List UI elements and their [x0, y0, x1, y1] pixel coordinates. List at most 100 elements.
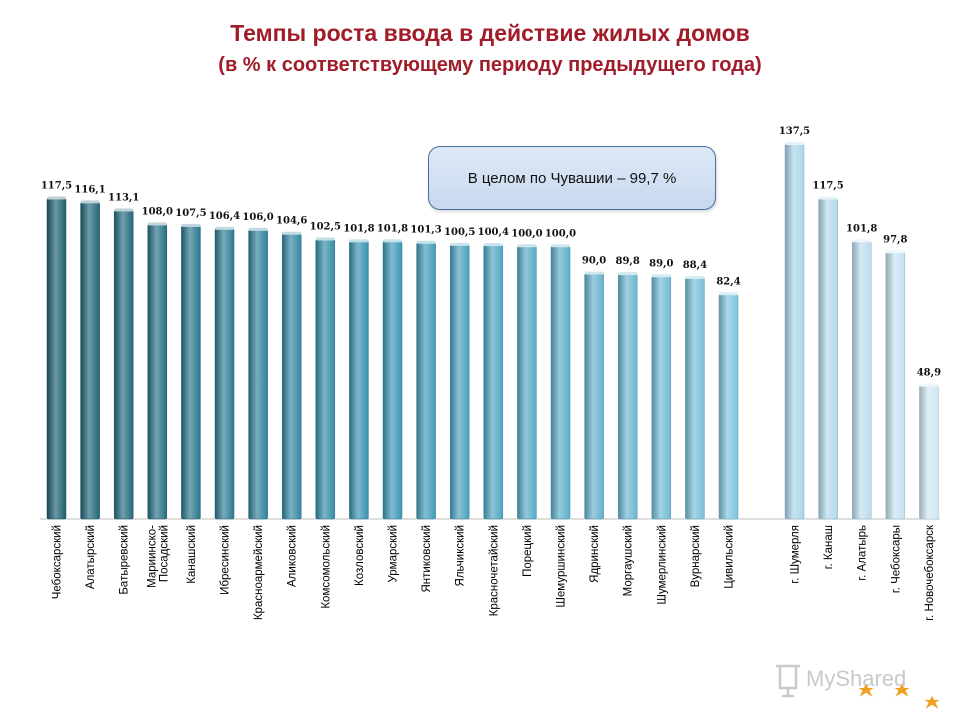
- category-label-line: г. Чебоксары: [890, 525, 902, 593]
- district-bar-12: [449, 244, 470, 520]
- category-label: Шемуршинский: [556, 525, 568, 608]
- district-bar-18: [651, 276, 672, 520]
- category-label: г. Канаш: [823, 525, 835, 569]
- district-bar-7: [281, 233, 302, 520]
- watermark-logo: MyShared: [776, 664, 940, 709]
- category-label-line: Шемуршинский: [556, 525, 568, 608]
- district-bar-8: [315, 239, 336, 520]
- category-label-line: Комсомольский: [320, 525, 332, 609]
- district-bar-16: [584, 273, 604, 520]
- bars: [46, 142, 939, 520]
- value-label: 104,6: [276, 216, 307, 227]
- category-label: Комсомольский: [320, 525, 332, 609]
- value-label: 90,0: [582, 256, 606, 267]
- bar-top-highlight: [80, 200, 100, 204]
- bar-top-highlight: [618, 272, 638, 276]
- value-label: 101,3: [410, 225, 441, 236]
- district-bar-13: [483, 244, 504, 520]
- bar-top-highlight: [818, 196, 838, 200]
- category-label-line: Цивильский: [724, 525, 736, 589]
- bar-top-highlight: [584, 271, 604, 275]
- category-label-line: Красночетайский: [488, 525, 500, 616]
- category-label-line: Порецкий: [522, 525, 534, 577]
- value-label: 48,9: [917, 368, 941, 379]
- category-label: Мариинско-Посадский: [146, 525, 170, 588]
- bar-top-highlight: [885, 250, 905, 254]
- category-label-line: Чебоксарский: [52, 525, 64, 599]
- value-label: 106,0: [242, 212, 273, 223]
- category-label-line: г. Алатырь: [857, 525, 869, 581]
- logo-text: MyShared: [806, 666, 906, 691]
- total-callout-text: В целом по Чувашии – 99,7 %: [467, 169, 677, 187]
- district-bar-19: [685, 277, 705, 520]
- value-label: 113,1: [108, 193, 139, 204]
- district-bar-11: [416, 242, 436, 520]
- city-bar-2: [851, 241, 872, 520]
- value-label: 88,4: [683, 260, 707, 271]
- category-label-line: Ибресинский: [220, 525, 232, 595]
- district-bar-9: [349, 241, 369, 520]
- category-label-line: г. Новочебоксарск: [924, 524, 936, 621]
- value-label: 101,8: [377, 223, 408, 234]
- category-label: Батыревский: [119, 525, 131, 595]
- category-label-line: Вурнарский: [690, 525, 702, 587]
- category-label-line: Посадский: [158, 525, 170, 582]
- district-bar-3: [147, 224, 168, 520]
- chart-subtitle: (в % к соответствующему периоду предыдущ…: [218, 54, 762, 76]
- bar-top-highlight: [685, 275, 705, 279]
- value-label: 100,5: [444, 227, 475, 238]
- category-label-line: Мариинско-: [146, 525, 158, 588]
- bar-top-highlight: [181, 223, 201, 227]
- bar-top-highlight: [114, 208, 134, 212]
- category-labels: Чебоксарский Алатырский Батыревский Мариинс…: [52, 524, 936, 621]
- category-label: Козловский: [354, 525, 366, 586]
- bar-top-highlight: [450, 242, 470, 246]
- category-label-line: Красноармейский: [253, 525, 265, 620]
- category-label: Вурнарский: [690, 525, 702, 587]
- category-label-line: г. Шумерля: [790, 525, 802, 584]
- city-bar-0: [784, 143, 805, 520]
- district-bar-17: [617, 273, 638, 520]
- value-label: 100,0: [511, 228, 542, 239]
- value-label: 101,8: [343, 223, 374, 234]
- value-label: 108,0: [142, 206, 173, 217]
- district-bar-4: [181, 225, 201, 520]
- category-label: г. Шумерля: [790, 525, 802, 584]
- value-label: 137,5: [779, 126, 810, 137]
- district-bar-0: [46, 198, 67, 520]
- category-label-line: Батыревский: [119, 525, 131, 595]
- category-label: Моргаушский: [623, 525, 635, 596]
- decorative-stars: [858, 683, 940, 709]
- chart-title: Темпы роста ввода в действие жилых домов: [230, 20, 750, 46]
- bar-top-highlight: [483, 243, 503, 247]
- category-label-line: Урмарский: [388, 525, 400, 583]
- category-label: Цивильский: [724, 525, 736, 589]
- total-callout: В целом по Чувашии – 99,7 %: [428, 146, 716, 210]
- district-bar-2: [113, 210, 134, 520]
- value-label: 89,8: [616, 256, 640, 267]
- category-label-line: Янтиковский: [421, 525, 433, 593]
- category-label: Ядринский: [589, 525, 601, 583]
- value-label: 82,4: [716, 276, 740, 287]
- value-label: 101,8: [846, 223, 877, 234]
- bar-top-highlight: [551, 244, 570, 248]
- category-label: г. Алатырь: [857, 525, 869, 581]
- district-bar-15: [550, 246, 571, 520]
- bar-top-highlight: [651, 274, 671, 278]
- bar-top-highlight: [517, 244, 537, 248]
- bar-top-highlight: [215, 226, 234, 230]
- bar-top-highlight: [47, 196, 66, 200]
- value-label: 106,4: [209, 211, 240, 222]
- category-label-line: г. Канаш: [823, 525, 835, 569]
- city-bar-3: [885, 252, 906, 520]
- category-label: Ибресинский: [220, 525, 232, 595]
- category-label: Канашский: [186, 525, 198, 584]
- category-label: Аликовский: [287, 525, 299, 587]
- bar-top-highlight: [852, 239, 872, 243]
- district-bar-14: [517, 246, 537, 520]
- bar-top-highlight: [147, 222, 167, 226]
- city-bar-4: [919, 385, 939, 520]
- category-label: Красноармейский: [253, 525, 265, 620]
- value-label: 97,8: [883, 234, 907, 245]
